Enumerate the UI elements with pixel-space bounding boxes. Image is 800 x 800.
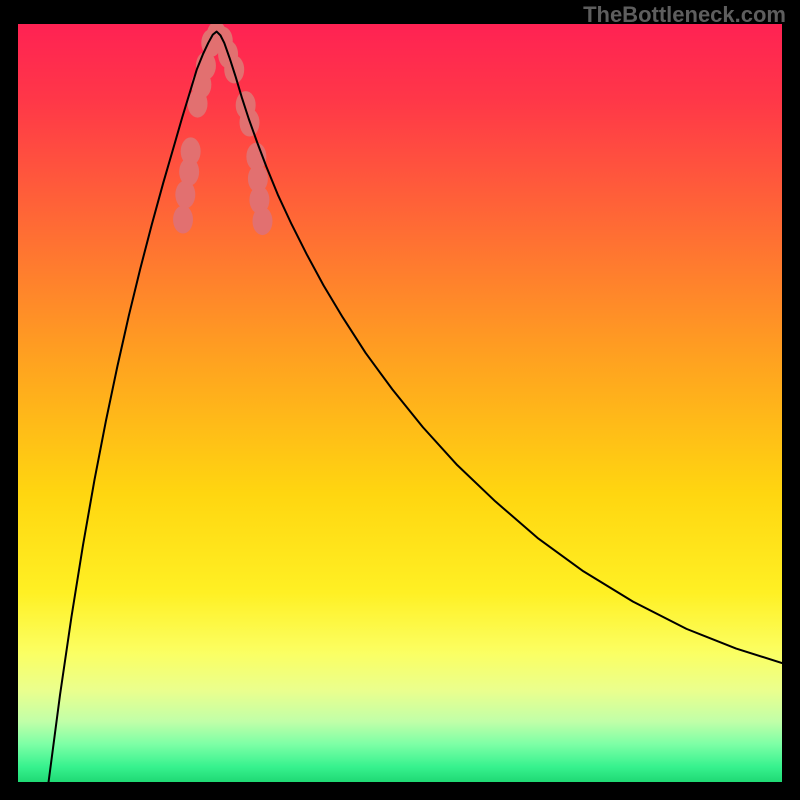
chart-frame: TheBottleneck.com: [0, 0, 800, 800]
curve-marker: [173, 206, 193, 234]
chart-plot: [18, 24, 782, 782]
gradient-background: [18, 24, 782, 782]
curve-marker: [181, 137, 201, 165]
curve-marker: [252, 207, 272, 235]
